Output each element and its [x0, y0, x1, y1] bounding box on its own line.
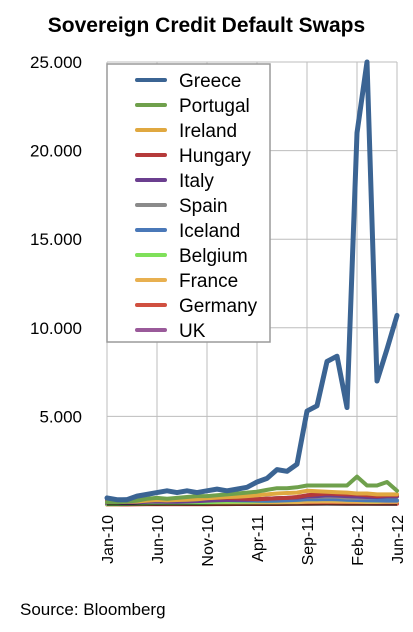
axis-layer: 25.000 20.000 15.000 10.000 5.000 Jan-10 Jun-1… — [30, 53, 407, 567]
series-line-greece — [104, 59, 400, 503]
y-tick-label: 20.000 — [30, 142, 82, 161]
legend-label: Germany — [179, 296, 258, 317]
legend-label: Iceland — [179, 221, 240, 242]
legend-label: Spain — [179, 196, 228, 217]
x-tick-label: Jun-12 — [390, 515, 407, 564]
series-layer — [104, 59, 400, 507]
legend-label: France — [179, 271, 238, 292]
x-tick-label: Nov-10 — [200, 515, 217, 567]
x-tick-label: Sep-11 — [300, 515, 317, 566]
x-tick-label: Apr-11 — [250, 515, 267, 562]
legend-box — [106, 63, 271, 343]
legend-label: Portugal — [179, 96, 250, 117]
series-line-ireland — [105, 488, 399, 505]
y-tick-label: 15.000 — [30, 230, 82, 249]
source-note: Source: Bloomberg — [20, 600, 166, 619]
x-tick-label: Jan-10 — [100, 515, 117, 564]
x-tick-label: Feb-12 — [350, 515, 367, 566]
y-tick-label: 5.000 — [39, 407, 82, 426]
x-tick-label: Jun-10 — [150, 515, 167, 564]
legend: Greece Portugal Ireland Hungary Italy Spain Ic… — [106, 63, 271, 343]
legend-label: Ireland — [179, 121, 237, 142]
y-tick-label: 25.000 — [30, 53, 82, 72]
legend-label: UK — [179, 321, 206, 342]
series-line-portugal — [105, 474, 399, 505]
chart-title: Sovereign Credit Default Swaps — [47, 14, 366, 37]
legend-label: Italy — [179, 171, 214, 192]
legend-label: Greece — [179, 71, 241, 92]
legend-label: Belgium — [179, 246, 248, 267]
y-tick-label: 10.000 — [30, 319, 82, 338]
legend-label: Hungary — [179, 146, 251, 167]
